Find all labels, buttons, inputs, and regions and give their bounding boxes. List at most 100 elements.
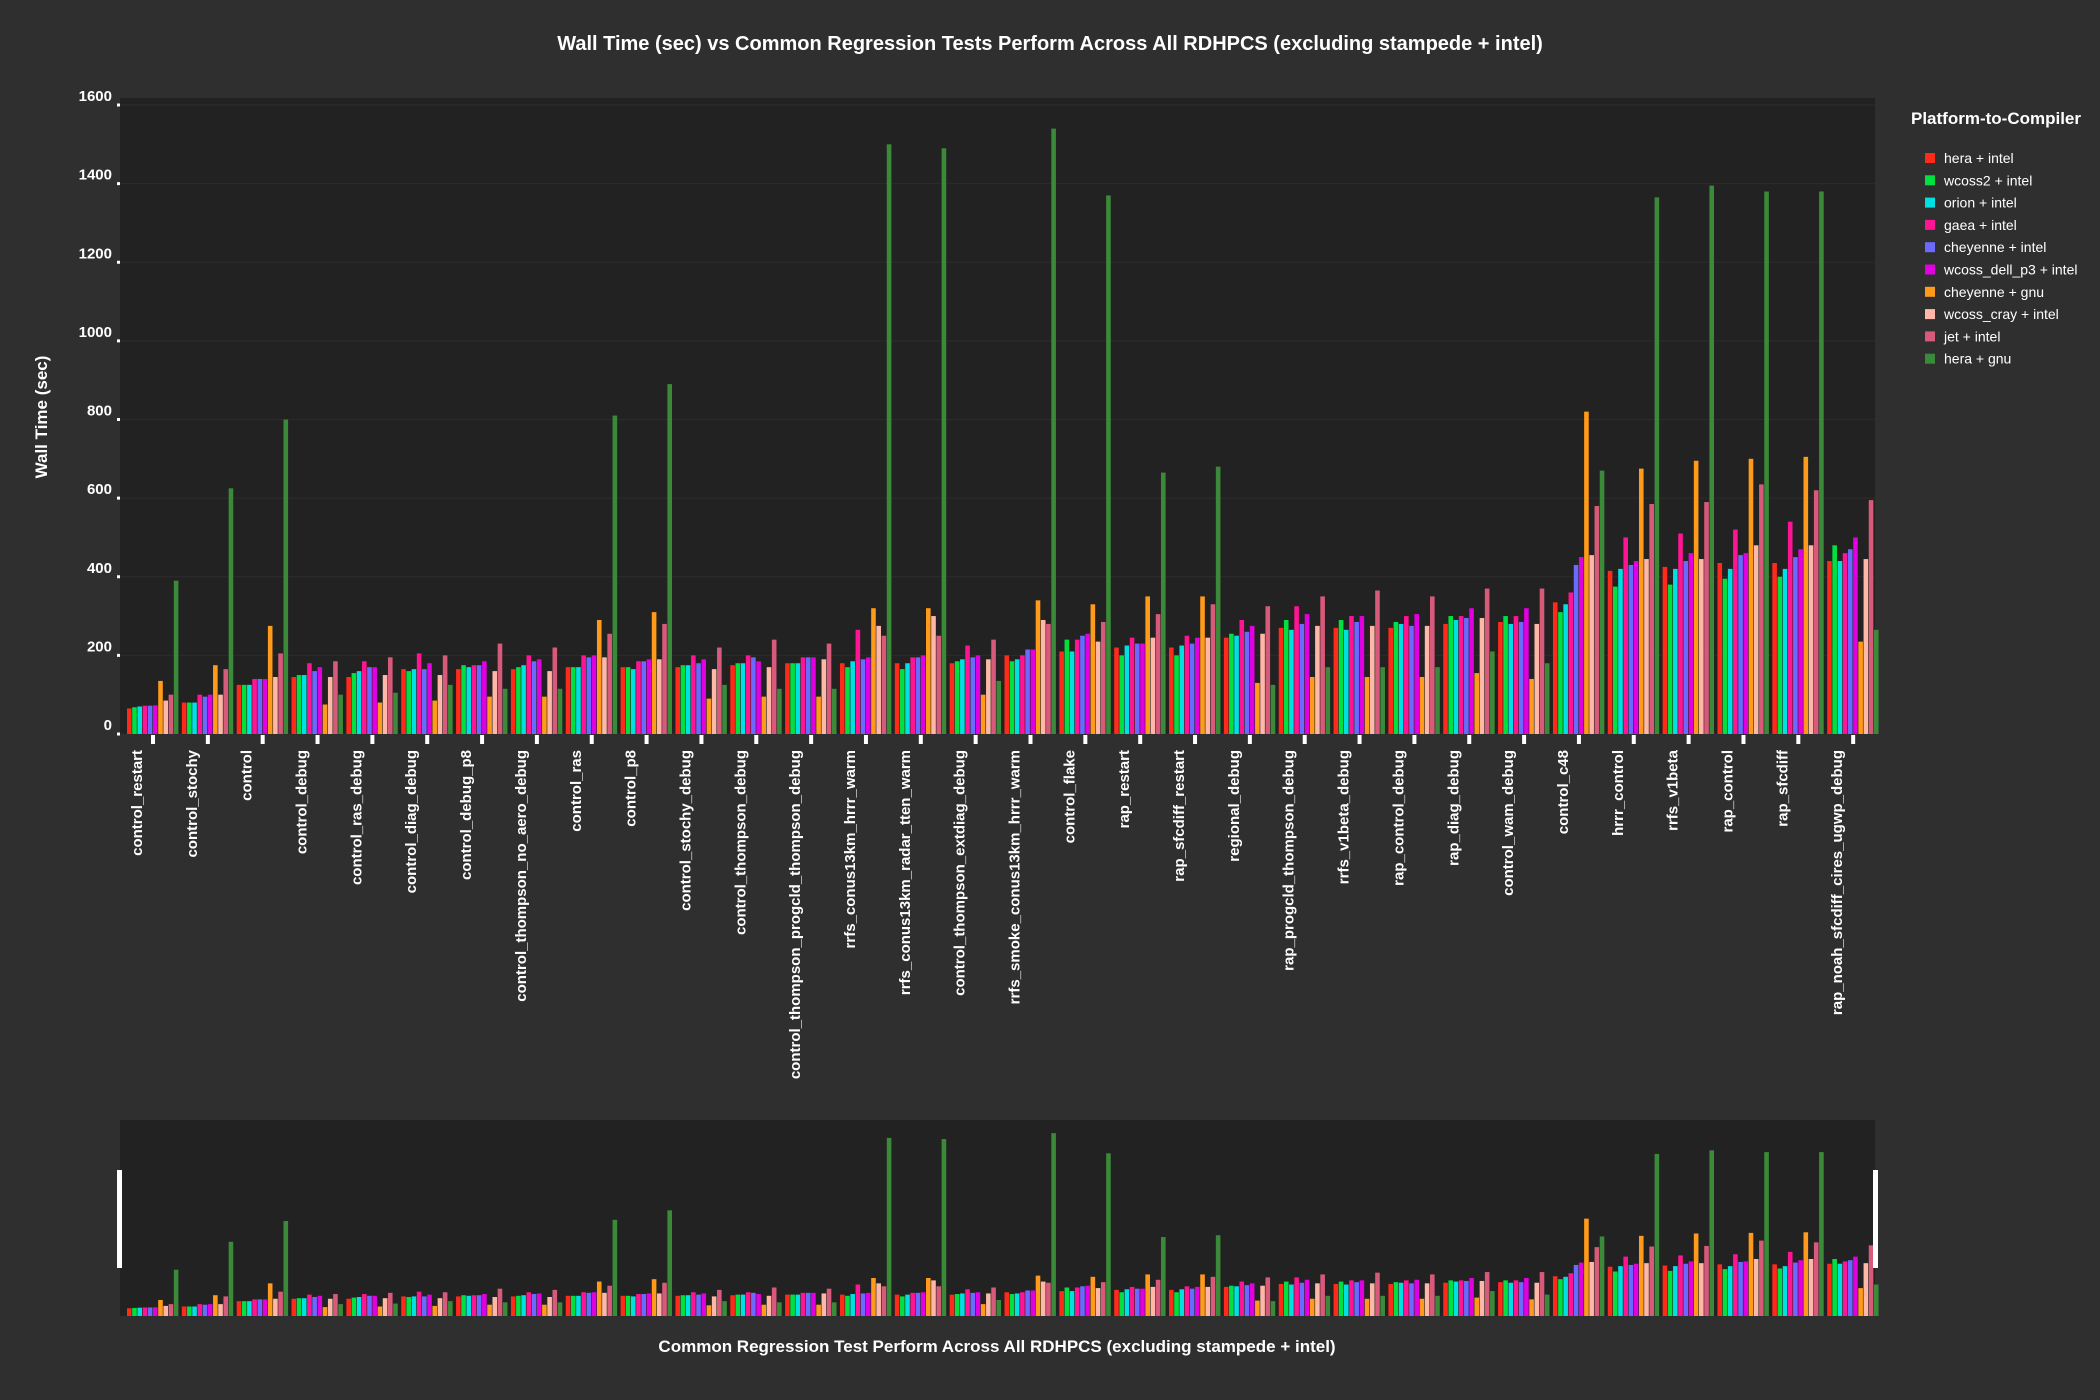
bar[interactable] — [1589, 555, 1594, 734]
bar[interactable] — [1827, 561, 1832, 734]
bar[interactable] — [646, 659, 652, 734]
bar[interactable] — [1343, 629, 1349, 734]
bar[interactable] — [1448, 616, 1454, 734]
bar[interactable] — [920, 655, 926, 734]
bar[interactable] — [1638, 468, 1644, 734]
bar[interactable] — [1069, 651, 1075, 734]
bar[interactable] — [137, 706, 142, 734]
bar[interactable] — [612, 415, 618, 734]
bar[interactable] — [1743, 553, 1749, 734]
bar[interactable] — [1464, 618, 1469, 734]
bar[interactable] — [1759, 484, 1764, 734]
bar[interactable] — [761, 696, 767, 734]
bar[interactable] — [706, 698, 712, 734]
bar[interactable] — [991, 639, 996, 734]
bar[interactable] — [756, 661, 761, 734]
bar[interactable] — [1289, 629, 1294, 734]
bar[interactable] — [1369, 625, 1375, 734]
bar[interactable] — [1095, 641, 1101, 734]
bar[interactable] — [531, 661, 537, 734]
bar[interactable] — [636, 661, 641, 734]
bar[interactable] — [361, 661, 367, 734]
bar[interactable] — [667, 384, 672, 734]
bar[interactable] — [1299, 623, 1305, 734]
bar[interactable] — [142, 705, 148, 734]
bar[interactable] — [1662, 566, 1668, 734]
bar[interactable] — [487, 696, 492, 734]
bar[interactable] — [367, 667, 372, 734]
bar[interactable] — [536, 659, 542, 734]
bar[interactable] — [1443, 623, 1448, 734]
bar[interactable] — [557, 688, 563, 734]
bar[interactable] — [581, 655, 586, 734]
bar[interactable] — [1699, 559, 1704, 734]
bar[interactable] — [1654, 197, 1660, 734]
bar[interactable] — [1150, 637, 1156, 734]
bar[interactable] — [466, 667, 472, 734]
bar[interactable] — [576, 667, 581, 734]
bar[interactable] — [192, 702, 197, 734]
bar[interactable] — [591, 655, 597, 734]
bar[interactable] — [1819, 191, 1824, 735]
bar[interactable] — [236, 684, 242, 734]
bar[interactable] — [382, 675, 388, 734]
bar[interactable] — [1435, 667, 1440, 734]
bar[interactable] — [1215, 466, 1221, 734]
bar[interactable] — [1074, 639, 1080, 734]
bar[interactable] — [1563, 604, 1568, 734]
bar[interactable] — [173, 580, 179, 734]
bar[interactable] — [1474, 673, 1480, 734]
bar[interactable] — [461, 665, 466, 734]
bar[interactable] — [442, 655, 448, 734]
bar[interactable] — [1119, 655, 1124, 734]
bar[interactable] — [1315, 625, 1320, 734]
bar[interactable] — [1513, 616, 1519, 734]
bar[interactable] — [1853, 537, 1858, 734]
bar[interactable] — [1584, 411, 1589, 734]
bar[interactable] — [1255, 682, 1260, 734]
bar[interactable] — [338, 694, 343, 734]
bar[interactable] — [1503, 616, 1508, 734]
bar[interactable] — [1004, 655, 1010, 734]
bar[interactable] — [691, 655, 696, 734]
bar[interactable] — [586, 657, 592, 734]
bar[interactable] — [1124, 645, 1130, 734]
bar[interactable] — [711, 669, 717, 734]
legend-entry[interactable]: jet + intel — [1943, 328, 2000, 344]
bar[interactable] — [356, 671, 362, 734]
bar[interactable] — [1518, 621, 1524, 734]
bar[interactable] — [1364, 676, 1370, 734]
bar[interactable] — [860, 659, 866, 734]
bar[interactable] — [1059, 651, 1064, 734]
bar[interactable] — [1265, 606, 1271, 734]
bar[interactable] — [1748, 458, 1754, 734]
bar[interactable] — [213, 665, 218, 734]
bar[interactable] — [1106, 195, 1111, 734]
bar[interactable] — [685, 665, 691, 734]
bar[interactable] — [1424, 625, 1430, 734]
bar[interactable] — [510, 669, 516, 734]
bar[interactable] — [1847, 549, 1853, 734]
bar[interactable] — [1873, 629, 1879, 734]
bar[interactable] — [1837, 561, 1843, 734]
bar[interactable] — [1200, 596, 1205, 734]
bar[interactable] — [516, 667, 521, 734]
bar[interactable] — [915, 657, 921, 734]
bar[interactable] — [651, 612, 657, 734]
bar[interactable] — [1552, 602, 1558, 734]
bar[interactable] — [1304, 614, 1310, 734]
bar[interactable] — [1398, 623, 1404, 734]
bar[interactable] — [662, 623, 667, 734]
bar[interactable] — [717, 647, 722, 734]
bar[interactable] — [207, 694, 213, 734]
bar[interactable] — [401, 669, 406, 734]
bar[interactable] — [346, 676, 351, 734]
bar[interactable] — [905, 663, 910, 734]
bar[interactable] — [1727, 568, 1733, 734]
bar[interactable] — [471, 665, 477, 734]
bar[interactable] — [1294, 606, 1299, 734]
bar[interactable] — [881, 635, 887, 734]
bar[interactable] — [1155, 614, 1161, 734]
bar[interactable] — [1244, 631, 1250, 734]
bar[interactable] — [730, 665, 735, 734]
